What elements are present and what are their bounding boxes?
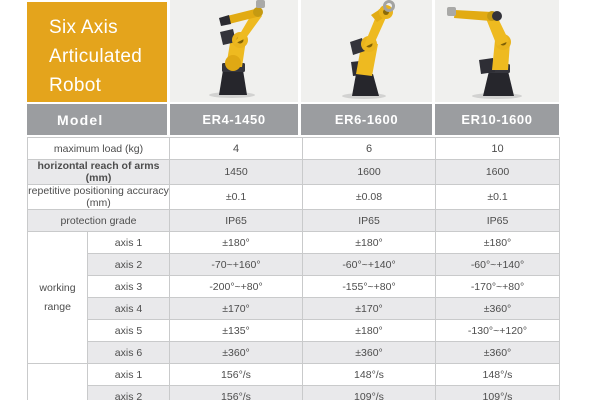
row-label: repetitive positioning accuracy (mm) — [27, 184, 170, 210]
spec-value: 6 — [302, 137, 436, 160]
spec-value: 148°/s — [302, 363, 436, 386]
spec-value: IP65 — [435, 209, 560, 232]
axis-label: axis 2 — [87, 385, 170, 400]
spec-value: ±0.1 — [435, 184, 560, 210]
working-range-row-axis3: axis 3 -200°~+80° -155°~+80° -170°~+80° — [28, 275, 560, 298]
spec-value: 4 — [169, 137, 303, 160]
row-label: horizontal reach of arms (mm) — [27, 159, 170, 185]
model-header-row: Model ER4-1450 ER6-1600 ER10-1600 — [0, 104, 600, 135]
spec-value: ±180° — [302, 319, 436, 342]
spec-value: -170°~+80° — [435, 275, 560, 298]
spec-value: ±0.08 — [302, 184, 436, 210]
robot-panel-er6-1600 — [301, 0, 432, 102]
spec-value: ±360° — [302, 341, 436, 364]
row-label: protection grade — [27, 209, 170, 232]
axis-label: axis 3 — [87, 275, 170, 298]
working-range-row-axis1: working range axis 1 ±180° ±180° ±180° — [27, 231, 560, 364]
spec-value: ±170° — [302, 297, 436, 320]
spec-row-max-load: maximum load (kg) 4 6 10 — [27, 137, 560, 160]
axis-label: axis 6 — [87, 341, 170, 364]
row-label: maximum load (kg) — [27, 137, 170, 160]
axis-label: axis 4 — [87, 297, 170, 320]
speed-row-axis2: axis 2 156°/s 109°/s 109°/s — [28, 385, 560, 400]
spec-value: ±0.1 — [169, 184, 303, 210]
spec-value: 1600 — [302, 159, 436, 185]
axis-label: axis 5 — [87, 319, 170, 342]
robot-er4-1450-icon — [209, 0, 265, 98]
spec-value: -70~+160° — [169, 253, 303, 276]
spec-value: -60°~+140° — [435, 253, 560, 276]
spec-value: ±170° — [169, 297, 303, 320]
spec-value: 156°/s — [169, 363, 303, 386]
spec-value: 109°/s — [302, 385, 436, 400]
title-line: Articulated — [49, 46, 143, 67]
spec-value: ±135° — [169, 319, 303, 342]
spec-value: 1600 — [435, 159, 560, 185]
title-line: Six Axis — [49, 17, 118, 38]
spec-value: ±180° — [169, 231, 303, 254]
title-line: Robot — [49, 75, 102, 96]
model-row-label: Model — [27, 104, 167, 135]
spec-value: -60°~+140° — [302, 253, 436, 276]
spec-value: 156°/s — [169, 385, 303, 400]
axis-label: axis 1 — [87, 231, 170, 254]
spec-value: 1450 — [169, 159, 303, 185]
spec-row-repetitive-accuracy: repetitive positioning accuracy (mm) ±0.… — [27, 184, 560, 210]
model-name-er4-1450: ER4-1450 — [170, 104, 298, 135]
spec-value: ±180° — [302, 231, 436, 254]
spec-value: 109°/s — [435, 385, 560, 400]
spec-table-wrap: maximum load (kg) 4 6 10 horizontal reac… — [27, 137, 560, 400]
spec-row-horizontal-reach: horizontal reach of arms (mm) 1450 1600 … — [27, 159, 560, 185]
working-range-label: working range — [27, 231, 88, 364]
spec-row-protection-grade: protection grade IP65 IP65 IP65 — [27, 209, 560, 232]
spec-value: 10 — [435, 137, 560, 160]
model-name-er6-1600: ER6-1600 — [301, 104, 432, 135]
speed-row-axis1: axis 1 156°/s 148°/s 148°/s — [27, 363, 560, 400]
spec-value: -155°~+80° — [302, 275, 436, 298]
axis-label: axis 1 — [87, 363, 170, 386]
spec-value: -130°~+120° — [435, 319, 560, 342]
working-range-row-axis4: axis 4 ±170° ±170° ±360° — [28, 297, 560, 320]
working-range-row-axis6: axis 6 ±360° ±360° ±360° — [28, 341, 560, 364]
robot-er6-1600-icon — [342, 0, 395, 99]
spec-value: ±360° — [435, 341, 560, 364]
spec-value: ±360° — [435, 297, 560, 320]
page-title: Six Axis Articulated Robot — [27, 2, 167, 102]
spec-value: 148°/s — [435, 363, 560, 386]
robot-er10-1600-icon — [447, 7, 522, 99]
spec-value: IP65 — [302, 209, 436, 232]
robot-panel-er4-1450 — [170, 0, 298, 102]
working-range-row-axis5: axis 5 ±135° ±180° -130°~+120° — [28, 319, 560, 342]
spec-table: maximum load (kg) 4 6 10 horizontal reac… — [27, 137, 560, 400]
axis-label: axis 2 — [87, 253, 170, 276]
working-range-row-axis2: axis 2 -70~+160° -60°~+140° -60°~+140° — [28, 253, 560, 276]
speed-group-cell — [27, 363, 88, 400]
spec-value: ±360° — [169, 341, 303, 364]
spec-value: IP65 — [169, 209, 303, 232]
spec-value: -200°~+80° — [169, 275, 303, 298]
spec-value: ±180° — [435, 231, 560, 254]
model-name-er10-1600: ER10-1600 — [435, 104, 559, 135]
robot-panel-er10-1600 — [435, 0, 559, 102]
